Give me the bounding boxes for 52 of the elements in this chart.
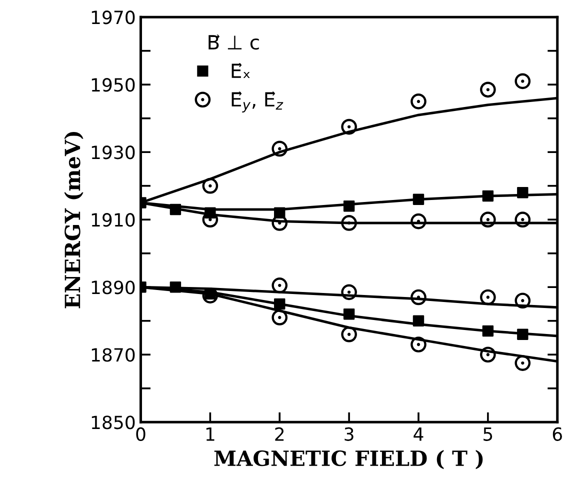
y-tick-label: 1930 (92, 146, 135, 160)
point (170, 282, 182, 293)
point (341, 284, 357, 300)
x-tick-label: 5 (484, 428, 492, 441)
point (480, 212, 496, 228)
y-tick-label: 1870 (92, 348, 135, 362)
point (514, 355, 531, 371)
point (410, 289, 426, 306)
point (480, 289, 496, 306)
x-tick-label: 2 (275, 427, 284, 441)
x-tick-label: 3 (344, 427, 354, 441)
point (514, 292, 531, 309)
x-axis-title: MAGNETIC FIELD ( T ) (214, 450, 483, 470)
point (170, 204, 182, 216)
point (272, 310, 288, 326)
y-tick-label: 1970 (92, 10, 135, 24)
point (482, 190, 494, 202)
y-tick-label: 1950 (92, 78, 135, 92)
y-tick-label: 1890 (92, 280, 135, 294)
point (274, 207, 286, 218)
point (410, 213, 426, 230)
point (202, 178, 218, 194)
point (341, 118, 357, 135)
x-tick-label: 1 (206, 428, 214, 441)
point (517, 328, 528, 340)
point (343, 200, 355, 212)
point (480, 346, 496, 363)
point (412, 315, 424, 326)
point (274, 298, 286, 310)
point (272, 140, 288, 157)
y-tick-label: 1850 (92, 416, 135, 430)
point (410, 336, 426, 352)
point (341, 326, 357, 342)
x-tick-label: 6 (552, 427, 562, 441)
point (480, 82, 496, 98)
point (514, 212, 531, 228)
x-tick-label: 0 (136, 427, 146, 441)
point (514, 73, 531, 90)
y-axis-title: ENERGY (meV) (64, 132, 84, 308)
point (341, 215, 357, 231)
point (482, 325, 494, 337)
legend-label: E⃗ₓ (232, 63, 250, 78)
point (412, 194, 424, 205)
point (343, 308, 355, 320)
y-tick-label: 1910 (92, 213, 135, 227)
x-tick-label: 4 (414, 428, 424, 441)
legend-label: E⃗$_{y}$, E⃗$_{z}$ (232, 92, 284, 112)
legend-title: B⃗ ⊥ c (208, 34, 259, 50)
point (204, 207, 216, 218)
point (517, 186, 528, 198)
point (272, 278, 288, 294)
point (410, 94, 426, 110)
